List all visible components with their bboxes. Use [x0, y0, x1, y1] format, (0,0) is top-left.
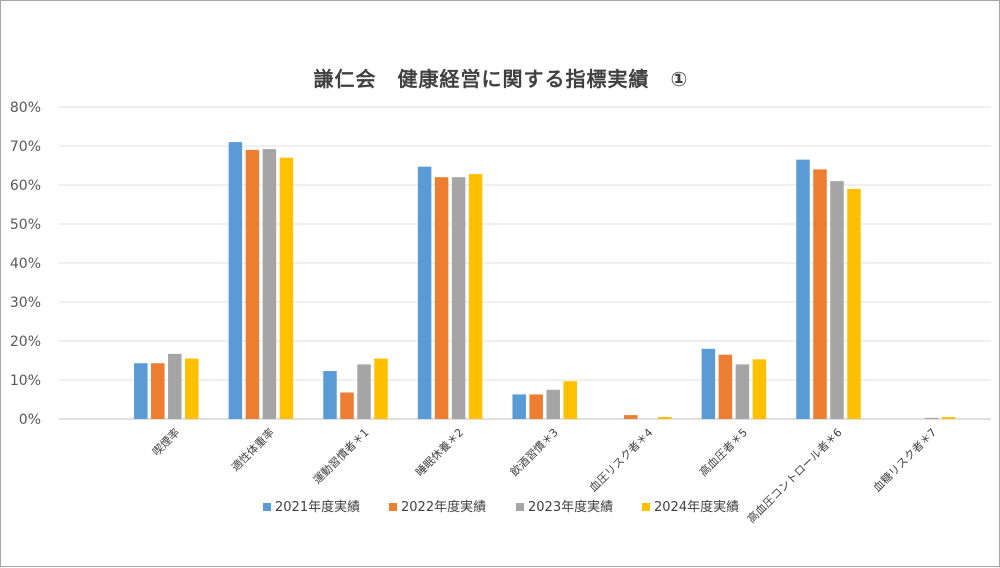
bar [228, 142, 243, 419]
bar [245, 149, 260, 419]
bar [512, 394, 526, 419]
bar [813, 169, 827, 419]
bar [735, 364, 750, 419]
bar [168, 353, 182, 419]
bar [134, 363, 148, 419]
x-tick-label: 睡眠休養＊2 [412, 425, 466, 479]
bar [434, 177, 449, 419]
bar [417, 166, 432, 419]
x-tick-label: 喫煙率 [149, 425, 182, 458]
y-tick-label: 10% [10, 373, 41, 389]
x-tick-label: 飲酒習慣＊3 [507, 425, 561, 479]
y-tick-label: 50% [10, 217, 41, 233]
bar [701, 348, 716, 419]
legend-swatch [389, 503, 397, 511]
bar [658, 417, 672, 419]
bar [847, 188, 861, 419]
x-tick-label: 血糖リスク者＊7 [870, 425, 939, 494]
bar [752, 359, 767, 419]
y-tick-label: 0% [19, 412, 41, 428]
y-tick-label: 30% [10, 295, 41, 311]
x-tick-label: 適性体重率 [228, 425, 277, 474]
chart-title: 謙仁会 健康経営に関する指標実績 ① [313, 67, 689, 91]
bar [563, 381, 577, 419]
legend-label: 2023年度実績 [528, 499, 613, 515]
bar [468, 174, 483, 419]
bar [262, 149, 277, 419]
legend-swatch [516, 503, 524, 511]
bar [374, 358, 388, 419]
y-tick-label: 20% [10, 334, 41, 350]
legend-label: 2022年度実績 [401, 499, 486, 515]
bar [830, 181, 844, 419]
x-tick-label: 血圧リスク者＊4 [586, 425, 655, 494]
legend-label: 2021年度実績 [275, 499, 360, 515]
bar [624, 415, 638, 419]
y-tick-label: 70% [10, 139, 41, 155]
bar [924, 417, 939, 419]
bar [357, 364, 371, 419]
bar [323, 371, 337, 419]
bar [546, 389, 560, 419]
bar [151, 363, 165, 419]
x-tick-label: 高血圧者＊5 [696, 425, 750, 479]
bar [185, 358, 199, 419]
bar [451, 177, 466, 419]
bar [796, 159, 810, 419]
y-tick-label: 60% [10, 178, 41, 194]
x-tick-label: 運動習慣者＊1 [310, 425, 372, 487]
legend-swatch [642, 503, 650, 511]
bar [340, 392, 354, 419]
bar [279, 157, 294, 419]
y-tick-label: 80% [10, 100, 41, 116]
bar [529, 394, 543, 419]
y-tick-label: 40% [10, 256, 41, 272]
legend-label: 2024年度実績 [654, 499, 739, 515]
legend-swatch [263, 503, 271, 511]
x-tick-label: 高血圧コントロール者＊6 [744, 425, 844, 525]
bar [941, 417, 956, 419]
bar [718, 354, 733, 419]
